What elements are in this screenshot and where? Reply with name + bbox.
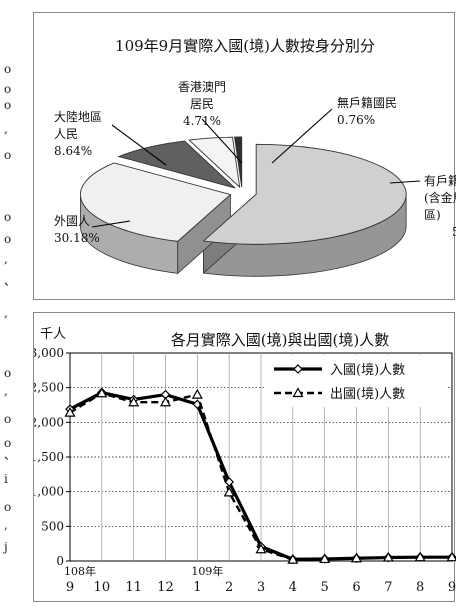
pie-leader-line [201,118,243,164]
x-tick-label: 5 [321,580,329,595]
x-tick-label: 6 [352,580,360,595]
y-tick-label: 2,000 [34,415,64,429]
legend-label: 出國(境)人數 [330,387,405,402]
series-point [128,396,140,407]
page-edge-glyph: , [4,252,8,266]
y-tick-label: 3,000 [34,346,64,360]
series-point [191,388,203,399]
series-point [64,406,76,417]
series-point [382,551,394,562]
page-edge-glyph: o [4,436,12,450]
y-tick-label: 2,500 [34,381,64,395]
pie-chart-panel: 109年9月實際入國(境)人數按身分別分有戶籍國民 (含金馬地區) 55.71% 外國… [33,12,456,300]
y-tick-label: 1,000 [34,485,64,499]
pie-slices [79,136,407,277]
page-edge-glyph: , [4,518,8,532]
series-point [287,553,299,564]
pie-title: 109年9月實際入國(境)人數按身分別分 [115,37,375,55]
series-point [319,553,331,564]
series-point [223,486,235,497]
page-edge-glyph: o [4,98,12,112]
pie-slice [79,162,232,242]
pie-label: 香港澳門 [178,80,226,94]
page-edge-glyph: o [4,148,12,162]
pie-label: 外國人 [54,214,90,228]
x-tick-label: 2 [225,580,233,595]
pie-label: (含金馬地 [424,190,456,205]
series-point [96,387,108,398]
page-edge-glyph: o [4,210,12,224]
pie-leader-line [271,108,333,164]
series-point [446,551,456,562]
page-edge-glyph: i [4,472,8,486]
pie-leader-line [91,220,131,228]
line-chart-panel: 千人 各月實際入國(境)與出國(境)人數 0 500 1,000 1,500 2,000 2,… [33,312,456,602]
page-edge-text: o o o, o o o,、, o, o o、 i o, j [0,0,26,606]
page-edge-glyph: o [4,62,12,76]
pie-value-label: 4.71% [183,114,221,128]
y-tick-label: 1,500 [34,450,64,464]
page-edge-glyph: , [4,122,8,136]
series-point [255,543,267,554]
pie-slice [117,140,236,189]
pie-value-label: 8.64% [54,144,92,158]
x-tick-label: 3 [257,580,265,595]
pie-label: 大陸地區 [54,110,102,124]
page-edge-glyph: 、 [4,448,17,462]
page-edge-glyph: o [4,500,12,514]
series-point [350,552,363,563]
legend-label: 入國(境)人數 [330,363,405,378]
page-edge-glyph: o [4,82,12,96]
legend-box [266,355,448,407]
line-chart: 千人 各月實際入國(境)與出國(境)人數 0 500 1,000 1,500 2,000 2,… [34,327,456,595]
x-tick-label: 11 [125,580,142,595]
x-year-label: 108年 [64,564,96,578]
page-edge-glyph: 、 [4,274,17,288]
pie-value-label: 0.76% [337,113,375,127]
pie-label: 人民 [54,127,78,141]
pie-chart: 109年9月實際入國(境)人數按身分別分有戶籍國民 (含金馬地區) 55.71% 外國… [54,37,456,277]
pie-slice [202,143,407,245]
x-tick-label: 10 [94,580,111,595]
x-tick-label: 4 [289,580,297,595]
y-tick-label: 500 [41,519,64,533]
pie-value-label: 30.18% [54,231,100,245]
pie-label: 居民 [190,97,214,111]
pie-slice [234,136,243,188]
pie-value-label: 55.71% [452,225,456,239]
x-tick-label: 1 [193,580,201,595]
pie-label: 無戶籍國民 [337,95,397,110]
page-edge-glyph: o [4,366,12,380]
line-title: 各月實際入國(境)與出國(境)人數 [171,331,389,349]
pie-label: 區) [424,208,441,222]
x-year-label: 109年 [191,564,223,578]
pie-slice [188,136,241,189]
page-edge-glyph: , [4,306,8,320]
pie-label: 有戶籍國民 [424,173,456,188]
legend-marker [293,364,303,374]
page-edge-glyph: o [4,232,12,246]
y-tick-label: 0 [56,554,64,568]
page-edge-glyph: o [4,412,12,426]
pie-leader-line [111,124,167,166]
y-axis-unit: 千人 [40,327,66,342]
pie-leader-line [389,180,421,184]
x-tick-label: 7 [384,580,392,595]
x-tick-label: 8 [416,580,424,595]
series-point [159,396,172,407]
x-tick-label: 9 [448,580,456,595]
x-tick-label: 12 [157,580,174,595]
series-point [414,551,426,562]
page-edge-glyph: , [4,384,8,398]
legend-marker [292,387,304,398]
page-edge-glyph: j [4,540,8,554]
x-tick-label: 9 [66,580,74,595]
